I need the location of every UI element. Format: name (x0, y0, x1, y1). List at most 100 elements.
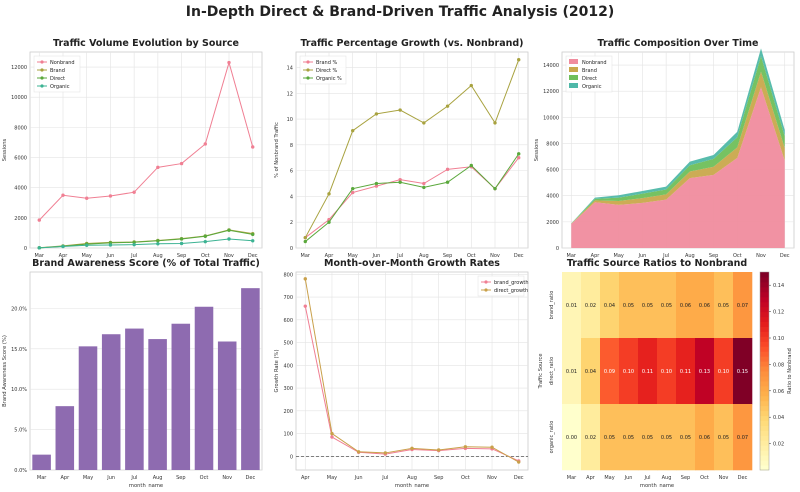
heatmap-cell (638, 272, 658, 339)
data-point (61, 244, 65, 249)
x-tick-label: May (348, 253, 358, 259)
legend-marker (40, 60, 44, 64)
y-tick-label: 12 (287, 91, 293, 97)
legend-label: Nonbrand (582, 60, 607, 66)
x-tick-label: Oct (201, 253, 210, 259)
data-point (490, 445, 494, 449)
colorbar-frame (759, 271, 770, 471)
data-point (383, 451, 388, 455)
y-tick-label: 2 (290, 220, 293, 226)
data-point (398, 180, 402, 184)
y-tick-label: 20.0% (11, 306, 27, 312)
cell-value-label: 0.13 (699, 369, 710, 375)
y-tick-label: 100 (283, 432, 293, 438)
data-point (463, 445, 468, 449)
data-point (203, 234, 207, 238)
y-tick-label: 12000 (543, 89, 559, 95)
x-tick-label: Jul (643, 475, 650, 481)
colorbar-tick-label: 0.02 (773, 442, 784, 448)
bar (55, 406, 75, 470)
data-point (303, 239, 307, 244)
x-tick-label: Nov (487, 475, 497, 481)
y-tick-label: 600 (283, 318, 293, 324)
legend-marker (40, 84, 44, 88)
data-point (156, 242, 160, 246)
figure-title: In-Depth Direct & Brand-Driven Traffic A… (186, 4, 614, 20)
cell-value-label: 0.05 (718, 303, 729, 309)
x-tick-label: Nov (222, 475, 232, 481)
colorbar-segment (760, 306, 769, 313)
data-point (422, 185, 426, 190)
cell-value-label: 0.01 (566, 369, 577, 375)
x-tick-label: Oct (467, 253, 476, 259)
x-tick-label: Sep (443, 253, 452, 259)
colorbar-segment (760, 321, 769, 327)
cell-value-label: 0.07 (737, 435, 748, 441)
legend-label: brand_growth (494, 280, 529, 286)
y-tick-label: 200 (283, 409, 293, 415)
data-point (517, 460, 521, 464)
cell-value-label: 0.06 (699, 303, 710, 309)
data-point (251, 145, 255, 149)
x-tick-label: Oct (700, 475, 709, 481)
y-tick-label: 2000 (14, 216, 27, 222)
colorbar-segment (760, 420, 769, 426)
cell-value-label: 0.00 (566, 435, 577, 441)
x-tick-label: Jul (381, 475, 388, 481)
colorbar-segment (760, 405, 769, 412)
cell-value-label: 0.05 (680, 435, 691, 441)
data-point (132, 190, 136, 194)
cell-value-label: 0.04 (585, 369, 596, 375)
colorbar-segment (760, 366, 769, 372)
data-point (351, 190, 355, 195)
colorbar-segment (760, 430, 769, 436)
y-axis-label-4: Growth Rate (%) (274, 350, 280, 393)
heatmap-cell (657, 404, 677, 471)
data-point (374, 181, 379, 186)
chart-panel-2: Mar Apr May Jun Jul Aug Sep Oct Nov Dec 0 2000 4000 6… (534, 38, 795, 259)
data-point (374, 112, 379, 116)
y-tick-label: 4000 (546, 194, 559, 200)
legend-label: Brand (582, 68, 597, 74)
chart-title-0: Traffic Volume Evolution by Source (53, 38, 239, 49)
heatmap-cell (733, 404, 753, 471)
area-band-1 (571, 71, 785, 224)
data-point (227, 237, 231, 241)
heatmap-cell (619, 338, 639, 405)
data-point (517, 58, 521, 62)
chart-panel-3: 0.0% 5.0% 10.0% 15.0% 20.0% Mar Apr May Jun Jul Au… (2, 258, 263, 489)
legend-label: Organic (50, 84, 70, 90)
heatmap-cell (657, 338, 677, 405)
heatmap-cell (733, 272, 753, 339)
x-tick-label: Jun (354, 475, 363, 481)
bar (217, 341, 237, 470)
legend-marker (306, 68, 310, 72)
x-axis-label-5: month_name (640, 483, 674, 488)
heatmap-cell (581, 338, 601, 405)
area-band-0 (571, 87, 785, 248)
colorbar-tick-label: 0.06 (773, 389, 784, 395)
heatmap-cell (600, 404, 620, 471)
x-axis-label-3: month_name (129, 483, 163, 488)
row-label: direct_ratio (549, 357, 555, 385)
cell-value-label: 0.09 (604, 369, 615, 375)
data-point (179, 237, 184, 241)
cell-value-label: 0.02 (585, 303, 596, 309)
data-point (203, 239, 207, 244)
legend-label: Direct (582, 76, 597, 82)
x-tick-label: Apr (591, 253, 601, 259)
y-tick-label: 6000 (14, 156, 27, 162)
colorbar-label: Ratio to Nonbrand (787, 348, 793, 394)
data-point (422, 121, 426, 125)
x-tick-label: Mar (567, 475, 577, 481)
cell-value-label: 0.05 (604, 435, 615, 441)
x-tick-label: Nov (719, 475, 729, 481)
heatmap-cell (714, 338, 734, 405)
x-tick-label: Aug (419, 253, 429, 259)
colorbar-segment (760, 385, 769, 392)
chart-panel-1: Mar Apr May Jun Jul Aug Sep Oct Nov Dec 0 2 4 6 8 10 12 1… (274, 38, 529, 259)
heatmap-cell (638, 338, 658, 405)
heatmap-cell (581, 404, 601, 471)
chart-panel-4: Apr May Jun Jul Aug Sep Oct Nov Dec 0 100 200 300 400… (274, 258, 529, 489)
